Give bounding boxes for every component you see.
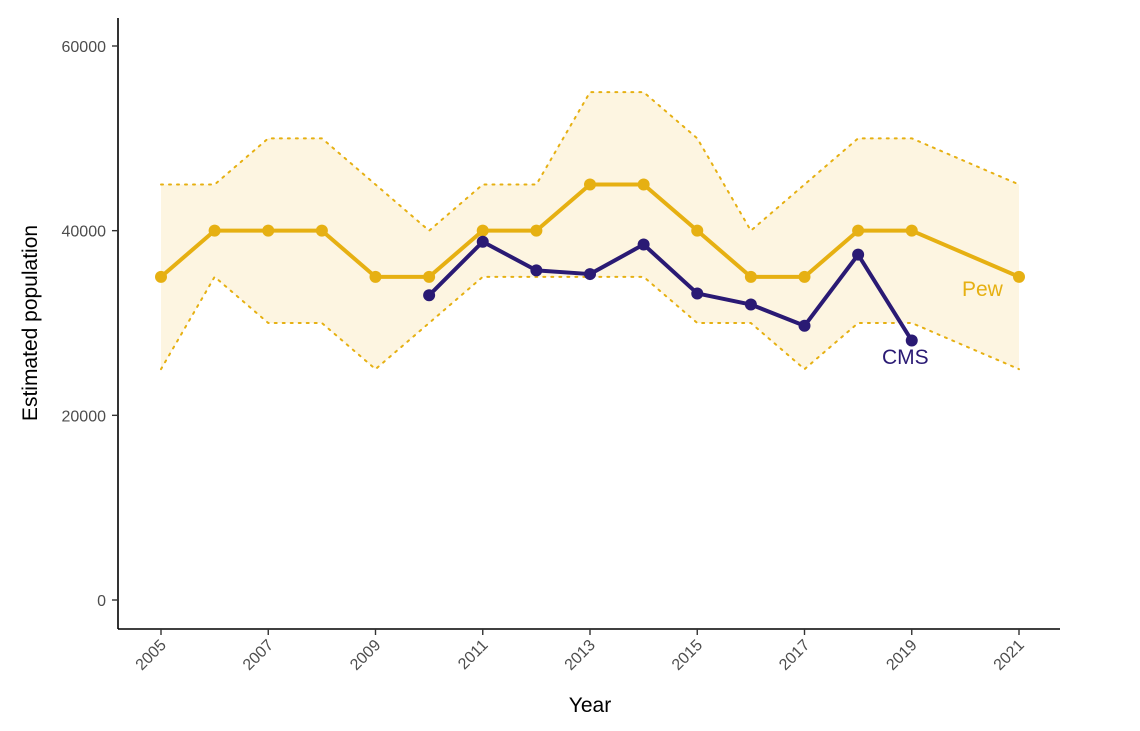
data-point-pew-2009 xyxy=(369,270,382,283)
data-point-pew-2010 xyxy=(423,270,436,283)
data-point-pew-2013 xyxy=(584,178,596,191)
data-point-pew-2016 xyxy=(744,270,757,283)
x-tick-label: 2009 xyxy=(347,637,384,674)
x-tick-label: 2017 xyxy=(776,637,813,674)
data-point-cms-2014 xyxy=(637,238,650,251)
data-point-pew-2005 xyxy=(155,270,167,283)
series-line-pew xyxy=(159,182,1020,279)
data-point-cms-2017 xyxy=(798,319,811,332)
x-axis-title: Year xyxy=(569,694,611,717)
series-label-cms: CMS xyxy=(882,346,929,369)
x-tick-label: 2005 xyxy=(133,637,170,674)
data-point-pew-2011 xyxy=(476,224,489,237)
y-tick-label: 0 xyxy=(97,593,106,610)
x-tick-label: 2013 xyxy=(562,637,599,674)
y-tick-label: 20000 xyxy=(62,408,107,425)
y-tick-label: 40000 xyxy=(62,224,107,241)
confidence-band-pew xyxy=(161,92,1019,370)
data-point-cms-2010 xyxy=(423,289,436,302)
data-point-pew-2021 xyxy=(1013,270,1025,283)
x-tick-label: 2007 xyxy=(240,637,277,674)
data-point-cms-2011 xyxy=(476,235,489,248)
lower-bound-line-pew xyxy=(160,275,1020,371)
y-tick-label: 60000 xyxy=(62,39,107,56)
series-line-cms xyxy=(427,239,914,342)
data-point-pew-2019 xyxy=(905,224,918,237)
x-tick-label: 2021 xyxy=(991,637,1028,674)
x-tick-label: 2011 xyxy=(455,637,491,673)
data-point-cms-2015 xyxy=(691,287,704,300)
series-label-pew: Pew xyxy=(962,278,1004,301)
data-point-cms-2018 xyxy=(852,248,865,261)
data-point-pew-2007 xyxy=(262,224,275,237)
x-tick-label: 2015 xyxy=(669,637,706,674)
data-point-pew-2006 xyxy=(208,224,221,237)
data-point-pew-2018 xyxy=(852,224,865,237)
y-axis-title: Estimated population xyxy=(19,225,42,421)
data-point-pew-2014 xyxy=(637,178,650,191)
data-point-cms-2016 xyxy=(744,298,757,311)
data-point-cms-2012 xyxy=(530,264,543,277)
data-point-pew-2015 xyxy=(691,224,704,237)
data-point-pew-2017 xyxy=(798,270,811,283)
data-point-pew-2012 xyxy=(530,224,543,237)
data-point-cms-2019 xyxy=(905,334,918,347)
data-point-cms-2013 xyxy=(584,268,596,281)
data-point-pew-2008 xyxy=(315,224,328,237)
upper-bound-line-pew xyxy=(160,91,1020,233)
x-tick-label: 2019 xyxy=(883,637,920,674)
